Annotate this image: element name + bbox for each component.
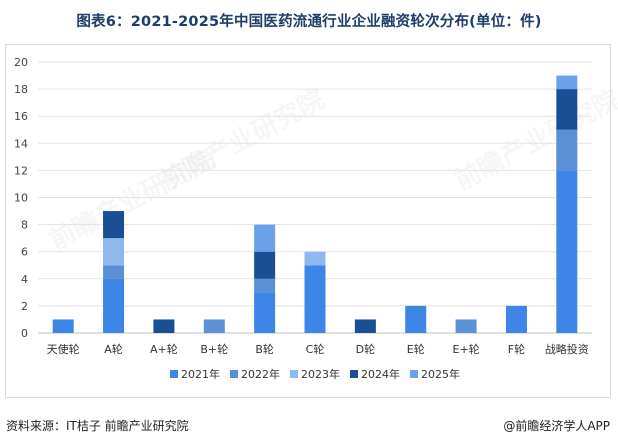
x-tick-label: A+轮 <box>150 342 178 356</box>
y-tick-label: 10 <box>14 192 28 205</box>
chart-title: 图表6：2021-2025年中国医药流通行业企业融资轮次分布(单位：件) <box>76 14 542 30</box>
y-tick-label: 12 <box>14 164 28 177</box>
bar-segment <box>153 319 175 333</box>
legend-swatch <box>230 370 238 378</box>
legend-swatch <box>290 370 298 378</box>
x-tick-label: B轮 <box>255 342 274 356</box>
x-tick-label: 战略投资 <box>545 342 589 356</box>
bar-segment <box>455 319 477 333</box>
bar-segment <box>254 278 276 293</box>
x-tick-label: C轮 <box>306 342 325 356</box>
bar-segment <box>103 238 125 266</box>
brand-text: @前瞻经济学人APP <box>503 419 610 433</box>
x-tick-label: D轮 <box>356 342 375 356</box>
y-tick-label: 14 <box>14 137 28 150</box>
legend-label: 2025年 <box>421 367 460 381</box>
y-tick-label: 2 <box>21 300 28 313</box>
y-tick-label: 20 <box>14 56 28 69</box>
legend-label: 2023年 <box>301 367 340 381</box>
bar-segment <box>103 265 125 279</box>
bar-segment <box>556 75 578 90</box>
y-tick-label: 4 <box>21 273 28 286</box>
legend-swatch <box>170 370 178 378</box>
source-note: 资料来源：IT桔子 前瞻产业研究院 <box>6 419 189 433</box>
y-tick-label: 0 <box>21 327 28 340</box>
legend-swatch <box>350 370 358 378</box>
x-tick-label: B+轮 <box>200 342 228 356</box>
stacked-bar-chart: 0 2 4 6 8 10 12 14 16 18 20 天使轮 A轮 A+轮 B+轮 B轮 C轮 D轮 E轮 E+轮 F… <box>14 56 592 381</box>
x-tick-label: 天使轮 <box>47 342 80 356</box>
x-tick-label: E+轮 <box>453 342 480 356</box>
brand-credit: @前瞻经济学人APP <box>503 417 610 434</box>
bar-segment <box>354 319 376 333</box>
legend-label: 2024年 <box>361 367 400 381</box>
bar-segment <box>203 319 225 333</box>
legend-swatch <box>410 370 418 378</box>
bar-segment <box>254 224 276 252</box>
bar-segment <box>556 129 578 171</box>
bar-segment <box>254 251 276 279</box>
bar-segment <box>103 211 125 239</box>
x-tick-label: E轮 <box>407 342 425 356</box>
legend-label: 2021年 <box>181 367 220 381</box>
y-tick-label: 16 <box>14 110 28 123</box>
x-tick-label: F轮 <box>508 342 525 356</box>
bar-segment <box>52 319 74 333</box>
y-tick-label: 8 <box>21 219 28 232</box>
legend-label: 2022年 <box>241 367 280 381</box>
bar-segment <box>556 89 578 130</box>
bar-segment <box>405 305 427 333</box>
bar-segment <box>556 170 578 333</box>
y-tick-label: 18 <box>14 83 28 96</box>
bar-segment <box>103 278 125 333</box>
bar-segment <box>304 251 326 266</box>
bar-segment <box>254 292 276 333</box>
bar-segment <box>505 305 527 333</box>
chart-frame <box>5 44 611 398</box>
bar-segment <box>304 265 326 333</box>
y-tick-label: 6 <box>21 246 28 259</box>
x-tick-label: A轮 <box>104 342 123 356</box>
